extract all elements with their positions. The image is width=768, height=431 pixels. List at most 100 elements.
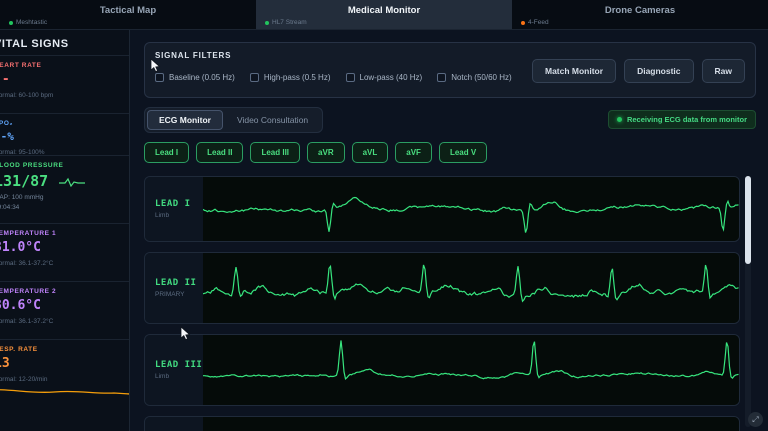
- checkbox-label: Notch (50/60 Hz): [451, 73, 512, 82]
- nav-tab-label: Drone Cameras: [604, 5, 676, 16]
- nav-status-label: 4-Feed: [528, 19, 549, 26]
- vital-value: 131/87: [0, 172, 49, 190]
- live-dot-icon: [616, 117, 622, 122]
- vital-value: 30.6°C: [0, 298, 41, 313]
- nav-tab-drone-cameras[interactable]: Drone Cameras 4-Feed: [512, 0, 768, 29]
- tab-ecg-monitor[interactable]: ECG Monitor: [147, 110, 223, 130]
- checkbox-high-pass[interactable]: High-pass (0.5 Hz): [249, 73, 331, 82]
- lead-name: LEAD III: [155, 360, 203, 370]
- status-dot-icon: [265, 20, 269, 25]
- vital-heart-rate: HEART RATE -- Normal: 60-100 bpm: [0, 56, 129, 114]
- status-dot-icon: [9, 20, 13, 25]
- match-monitor-button[interactable]: Match Monitor: [531, 59, 617, 83]
- vital-timestamp: 19:04:34: [0, 204, 20, 211]
- vital-label: RESP. RATE: [0, 346, 38, 353]
- ecg-waveform-lead-ii: [203, 253, 739, 323]
- medical-monitor-main: SIGNAL FILTERS Baseline (0.05 Hz) High-p…: [130, 30, 768, 431]
- nav-status-label: Meshtastic: [16, 19, 48, 26]
- ecg-panel-lead-iii: LEAD III Limb: [144, 334, 740, 406]
- signal-filters-title: SIGNAL FILTERS: [155, 51, 232, 60]
- nav-status: 4-Feed: [521, 19, 549, 26]
- pulse-icon: [58, 177, 85, 187]
- ecg-panel-partial: [144, 416, 740, 431]
- vital-label: HEART RATE: [0, 62, 42, 69]
- filter-checkbox-row: Baseline (0.05 Hz) High-pass (0.5 Hz) Lo…: [155, 73, 512, 82]
- diagnostic-button[interactable]: Diagnostic: [624, 59, 694, 83]
- lead-avr-button[interactable]: aVR: [307, 142, 345, 163]
- vital-value: 13: [0, 356, 10, 371]
- ecg-panel-label: [145, 417, 203, 431]
- view-tab-bar: ECG Monitor Video Consultation: [144, 107, 324, 133]
- vital-normal-range: Normal: 60-100 bpm: [0, 92, 54, 99]
- resize-grip-icon[interactable]: ⤢: [748, 412, 763, 427]
- ecg-panel-label: LEAD III Limb: [145, 335, 203, 405]
- vital-normal-range: Normal: 36.1-37.2°C: [0, 318, 54, 325]
- ecg-status-text: Receiving ECG data from monitor: [626, 115, 747, 124]
- lead-i-button[interactable]: Lead I: [144, 142, 190, 163]
- vital-spo2: SPO₂ --% Normal: 95-100%: [0, 114, 129, 156]
- filter-preset-buttons: Match Monitor Diagnostic Raw: [531, 59, 745, 83]
- tab-video-consultation[interactable]: Video Consultation: [236, 115, 309, 125]
- ecg-panel-lead-i: LEAD I Limb: [144, 176, 740, 242]
- raw-button[interactable]: Raw: [701, 59, 745, 83]
- lead-name: LEAD I: [155, 199, 191, 209]
- ecg-panel-label: LEAD II PRIMARY: [145, 253, 203, 323]
- vital-temperature-2: TEMPERATURE 2 30.6°C Normal: 36.1-37.2°C: [0, 282, 129, 340]
- nav-status-label: HL7 Stream: [272, 19, 307, 26]
- status-dot-icon: [521, 20, 525, 25]
- nav-tab-label: Medical Monitor: [347, 5, 421, 16]
- ecg-panel-label: LEAD I Limb: [145, 177, 203, 241]
- panels-scrollbar-track[interactable]: [745, 176, 751, 427]
- lead-iii-button[interactable]: Lead III: [250, 142, 301, 163]
- vital-normal-range: Normal: 36.1-37.2°C: [0, 260, 54, 267]
- checkbox-label: Baseline (0.05 Hz): [169, 73, 235, 82]
- lead-selector-row: Lead I Lead II Lead III aVR aVL aVF Lead…: [144, 142, 488, 163]
- nav-tab-label: Tactical Map: [99, 5, 157, 16]
- vital-blood-pressure: BLOOD PRESSURE 131/87 MAP: 100 mmHg 19:0…: [0, 156, 129, 224]
- ecg-waveform-partial: [203, 417, 739, 431]
- lead-ii-button[interactable]: Lead II: [196, 142, 244, 163]
- checkbox-label: High-pass (0.5 Hz): [263, 73, 331, 82]
- checkbox-baseline[interactable]: Baseline (0.05 Hz): [155, 73, 235, 82]
- checkbox-icon[interactable]: [345, 73, 355, 82]
- checkbox-icon[interactable]: [437, 73, 447, 82]
- lead-avf-button[interactable]: aVF: [395, 142, 432, 163]
- lead-type: Limb: [155, 212, 170, 219]
- nav-status: Meshtastic: [9, 19, 47, 26]
- lead-avl-button[interactable]: aVL: [351, 142, 389, 163]
- checkbox-icon[interactable]: [249, 73, 259, 82]
- vital-normal-range: Normal: 95-100%: [0, 149, 45, 156]
- nav-tab-medical-monitor[interactable]: Medical Monitor HL7 Stream: [256, 0, 512, 29]
- lead-v-button[interactable]: Lead V: [438, 142, 488, 163]
- vital-resp-rate: RESP. RATE 13 Normal: 12-20/min: [0, 340, 129, 431]
- vital-value: --: [0, 72, 10, 87]
- lead-type: Limb: [155, 373, 170, 380]
- panels-scrollbar-thumb[interactable]: [745, 176, 751, 264]
- vital-label: SPO₂: [0, 120, 14, 127]
- vital-label: TEMPERATURE 1: [0, 230, 57, 237]
- vital-value: --%: [0, 130, 14, 143]
- ecg-waveform-lead-i: [203, 177, 739, 241]
- checkbox-label: Low-pass (40 Hz): [359, 73, 423, 82]
- top-navigation: Tactical Map Meshtastic Medical Monitor …: [0, 0, 768, 30]
- nav-status: HL7 Stream: [265, 19, 307, 26]
- nav-tab-tactical-map[interactable]: Tactical Map Meshtastic: [0, 0, 256, 29]
- ecg-waveform-lead-iii: [203, 335, 739, 405]
- vital-map-value: MAP: 100 mmHg: [0, 194, 44, 201]
- ecg-panel-stack: LEAD I Limb LEAD II PRIMARY LEAD III Lim…: [144, 176, 740, 431]
- ecg-status-badge: Receiving ECG data from monitor: [607, 110, 756, 129]
- signal-filters-panel: SIGNAL FILTERS Baseline (0.05 Hz) High-p…: [144, 42, 756, 98]
- vital-normal-range: Normal: 12-20/min: [0, 376, 48, 383]
- vitals-sidebar: VITAL SIGNS HEART RATE -- Normal: 60-100…: [0, 30, 130, 431]
- checkbox-notch[interactable]: Notch (50/60 Hz): [437, 73, 512, 82]
- lead-type: PRIMARY: [155, 291, 185, 298]
- checkbox-low-pass[interactable]: Low-pass (40 Hz): [345, 73, 423, 82]
- lead-name: LEAD II: [155, 278, 197, 288]
- vital-label: BLOOD PRESSURE: [0, 162, 64, 169]
- checkbox-icon[interactable]: [155, 73, 164, 82]
- vital-temperature-1: TEMPERATURE 1 31.0°C Normal: 36.1-37.2°C: [0, 224, 129, 282]
- resp-waveform-sparkline: [0, 389, 129, 395]
- sidebar-title: VITAL SIGNS: [0, 30, 129, 56]
- vital-value: 31.0°C: [0, 240, 41, 255]
- ecg-panel-lead-ii: LEAD II PRIMARY: [144, 252, 740, 324]
